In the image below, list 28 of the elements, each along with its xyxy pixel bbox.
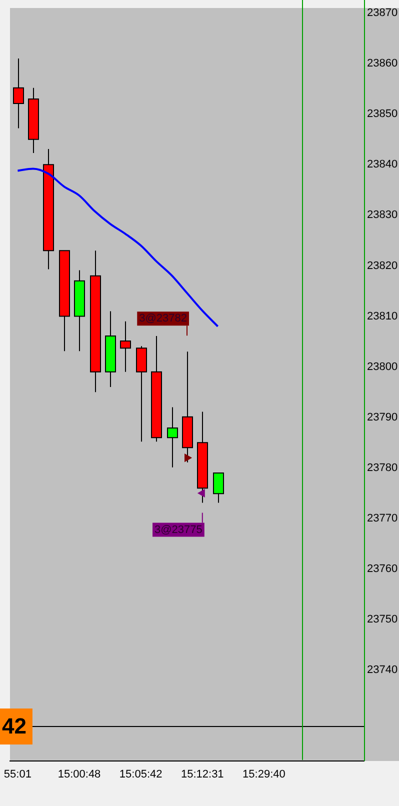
candlestick	[213, 472, 224, 504]
y-tick-label: 23820	[367, 260, 398, 272]
y-tick-label: 23760	[367, 562, 398, 575]
x-tick-label: 55:01	[4, 768, 32, 781]
y-tick-label: 23750	[367, 614, 398, 626]
y-tick-label: 23860	[367, 58, 398, 70]
annotation: 3@23775	[154, 524, 202, 536]
y-tick-label: 23810	[367, 310, 398, 322]
candlestick	[167, 406, 178, 468]
x-tick-label: 15:05:42	[119, 768, 162, 781]
y-tick-label: 23850	[367, 108, 398, 120]
y-tick-label: 23830	[367, 209, 398, 222]
y-tick-label: 23800	[367, 360, 398, 373]
x-tick-label: 15:12:31	[180, 768, 224, 781]
y-tick-label: 23740	[367, 664, 398, 676]
y-tick-label: 23840	[367, 158, 398, 171]
candlestick	[13, 58, 24, 129]
x-tick-label: 15:00:48	[58, 768, 101, 781]
candlestick	[120, 320, 131, 372]
line-series	[16, 168, 219, 328]
y-tick-label: 23770	[367, 512, 398, 524]
y-tick-label: 23780	[367, 462, 398, 474]
annotation: 3@23782	[139, 312, 187, 325]
annotation: 42	[2, 714, 26, 739]
y-tick-label: 23790	[367, 411, 398, 424]
candlestick	[136, 346, 147, 442]
x-tick-label: 15:29:40	[242, 768, 286, 781]
y-tick-label: 23870	[367, 7, 398, 20]
